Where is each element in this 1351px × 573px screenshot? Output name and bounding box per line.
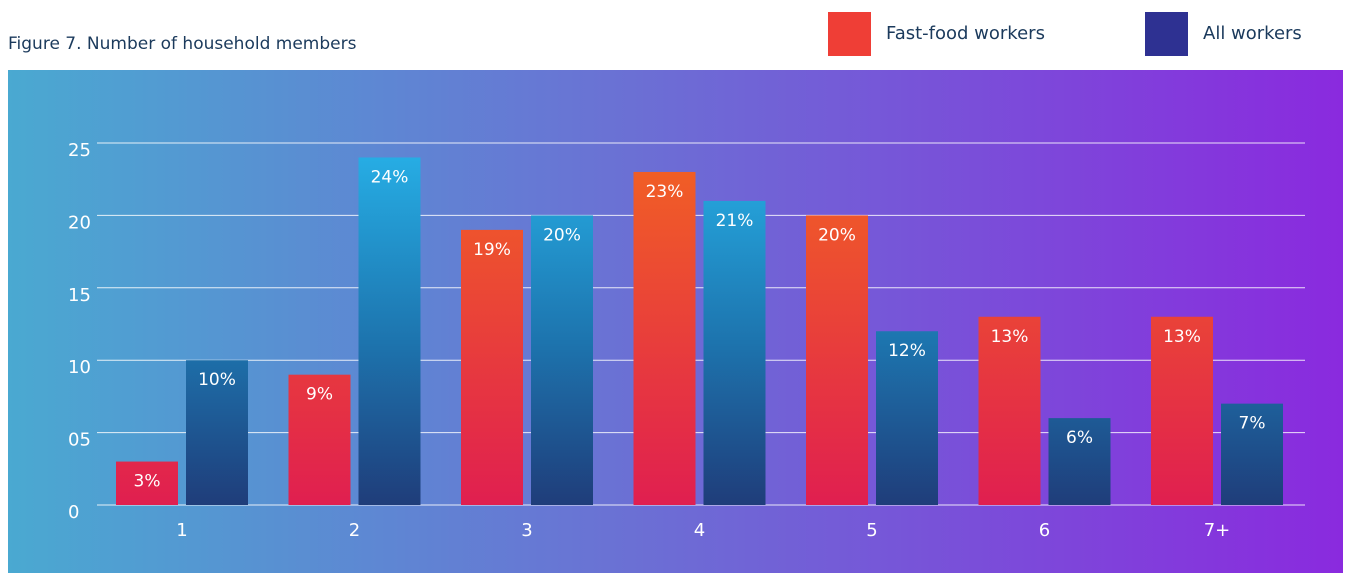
value-label: 13%: [991, 327, 1029, 347]
bar: [358, 157, 421, 506]
value-label: 7%: [1239, 414, 1266, 434]
value-label: 12%: [888, 341, 926, 361]
bar: [1048, 418, 1111, 505]
bar: [633, 171, 696, 505]
y-tick-label: 05: [68, 430, 91, 451]
bar: [1221, 403, 1283, 505]
value-label: 13%: [1163, 327, 1201, 347]
bar: [461, 229, 523, 505]
value-label: 20%: [543, 225, 581, 245]
value-label: 24%: [371, 167, 409, 187]
chart-title: Figure 7. Number of household members: [8, 34, 357, 54]
legend-label: Fast-food workers: [886, 23, 1045, 44]
legend-swatch: [1145, 12, 1188, 56]
bar: [806, 215, 868, 505]
value-label: 19%: [473, 240, 511, 260]
legend-swatch: [828, 12, 871, 56]
bar: [186, 360, 248, 505]
bar: [116, 461, 178, 505]
value-label: 23%: [646, 182, 684, 202]
bar: [288, 374, 351, 505]
bar: [978, 316, 1041, 505]
y-tick-label: 10: [68, 357, 91, 378]
y-tick-label: 0: [68, 502, 79, 523]
value-label: 10%: [198, 370, 236, 390]
x-tick-label: 6: [1039, 520, 1050, 541]
value-label: 9%: [306, 385, 333, 405]
x-tick-label: 4: [694, 520, 705, 541]
value-label: 21%: [716, 211, 754, 231]
x-tick-label: 7+: [1204, 520, 1231, 541]
bar: [1151, 316, 1213, 505]
x-tick-label: 2: [349, 520, 360, 541]
bar: [531, 215, 593, 505]
y-tick-label: 15: [68, 285, 91, 306]
bar: [703, 200, 766, 506]
y-tick-label: 25: [68, 140, 91, 161]
value-label: 3%: [134, 472, 161, 492]
value-label: 6%: [1066, 428, 1093, 448]
x-tick-label: 5: [866, 520, 877, 541]
value-label: 20%: [818, 225, 856, 245]
y-tick-label: 20: [68, 212, 91, 233]
x-tick-label: 1: [176, 520, 187, 541]
legend-label: All workers: [1203, 23, 1302, 44]
bar: [876, 331, 938, 505]
x-tick-label: 3: [521, 520, 532, 541]
